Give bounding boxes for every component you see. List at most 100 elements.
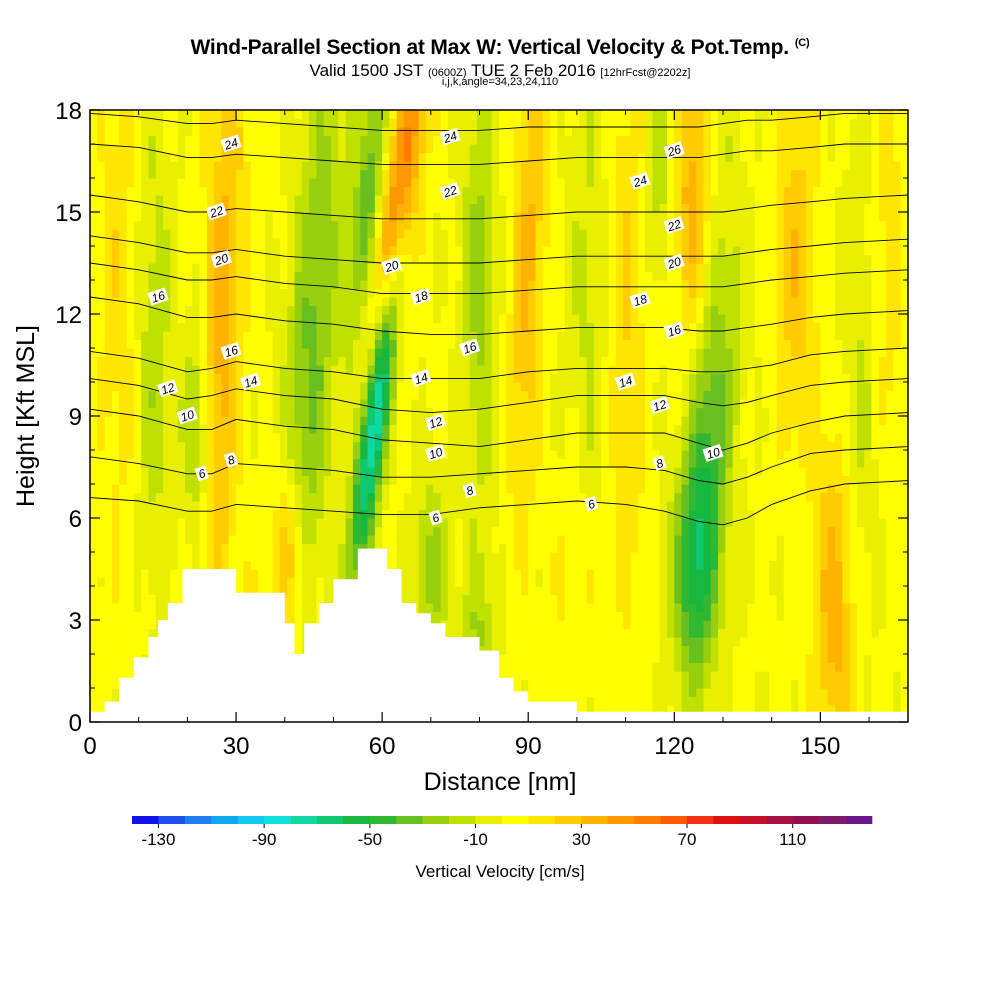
w-field-cell	[331, 373, 339, 383]
w-field-cell	[382, 424, 391, 434]
w-field-cell	[740, 373, 748, 383]
w-field-cell	[133, 416, 142, 426]
w-field-cell	[469, 543, 478, 553]
w-field-cell	[820, 611, 829, 621]
w-field-cell	[404, 484, 412, 494]
w-field-cell	[170, 373, 179, 383]
w-field-cell	[871, 441, 880, 451]
w-field-cell	[696, 356, 705, 366]
w-field-cell	[740, 416, 748, 426]
w-field-cell	[572, 688, 580, 698]
w-field-cell	[586, 654, 595, 664]
w-field-cell	[345, 560, 354, 570]
w-field-cell	[893, 611, 902, 621]
w-field-cell	[331, 399, 339, 409]
w-field-cell	[513, 339, 522, 349]
w-field-cell	[535, 662, 544, 672]
w-field-cell	[119, 484, 128, 494]
w-field-cell	[601, 348, 610, 358]
w-field-cell	[674, 475, 683, 485]
w-field-cell	[228, 484, 237, 494]
w-field-cell	[184, 356, 193, 366]
w-field-cell	[783, 399, 792, 409]
w-field-cell	[477, 399, 485, 409]
w-field-cell	[309, 365, 318, 375]
w-field-cell	[440, 484, 449, 494]
w-field-cell	[805, 416, 814, 426]
w-field-cell	[396, 458, 405, 468]
w-field-cell	[637, 416, 646, 426]
w-field-cell	[111, 654, 120, 664]
w-field-cell	[104, 603, 113, 613]
w-field-cell	[360, 399, 369, 409]
w-field-cell	[864, 492, 873, 502]
w-field-cell	[163, 611, 171, 621]
w-field-cell	[206, 492, 215, 502]
w-field-cell	[301, 339, 310, 349]
w-field-cell	[871, 671, 880, 681]
w-field-cell	[769, 484, 778, 494]
w-field-cell	[864, 441, 873, 451]
w-field-cell	[572, 671, 580, 681]
w-field-cell	[411, 518, 420, 528]
w-field-cell	[104, 416, 113, 426]
w-field-cell	[732, 696, 741, 706]
w-field-cell	[732, 628, 741, 638]
w-field-cell	[206, 475, 215, 485]
w-field-cell	[740, 654, 748, 664]
w-field-cell	[725, 611, 734, 621]
w-field-cell	[141, 433, 150, 443]
w-field-cell	[645, 356, 653, 366]
w-field-cell	[469, 594, 478, 604]
w-field-cell	[199, 441, 208, 451]
w-field-cell	[104, 688, 113, 698]
w-field-cell	[345, 365, 354, 375]
w-field-cell	[579, 560, 588, 570]
w-field-cell	[111, 628, 120, 638]
w-field-cell	[593, 671, 602, 681]
w-field-cell	[871, 407, 880, 417]
w-field-cell	[126, 645, 135, 655]
w-field-cell	[681, 390, 690, 400]
w-field-cell	[294, 628, 303, 638]
w-field-cell	[111, 416, 120, 426]
w-field-cell	[718, 688, 727, 698]
w-field-cell	[520, 552, 529, 562]
w-field-cell	[623, 526, 632, 536]
w-field-cell	[447, 501, 456, 511]
w-field-cell	[389, 501, 398, 511]
w-field-cell	[564, 645, 573, 655]
w-field-cell	[250, 484, 259, 494]
w-field-cell	[798, 569, 807, 579]
w-field-cell	[710, 424, 719, 434]
w-field-cell	[791, 407, 800, 417]
w-field-cell	[630, 407, 639, 417]
w-field-cell	[834, 594, 843, 604]
w-field-cell	[725, 603, 734, 613]
w-field-cell	[418, 569, 427, 579]
w-field-cell	[630, 552, 639, 562]
w-field-cell	[769, 645, 778, 655]
w-field-cell	[827, 535, 836, 545]
w-field-cell	[499, 654, 507, 664]
w-field-cell	[301, 526, 310, 536]
w-field-cell	[265, 543, 274, 553]
w-field-cell	[126, 416, 135, 426]
w-field-cell	[696, 416, 705, 426]
w-field-cell	[272, 390, 281, 400]
w-field-cell	[141, 577, 150, 587]
w-field-cell	[477, 518, 485, 528]
w-field-cell	[886, 679, 894, 689]
w-field-cell	[287, 450, 296, 460]
w-field-cell	[170, 365, 179, 375]
w-field-cell	[761, 424, 770, 434]
w-field-cell	[90, 628, 98, 638]
w-field-cell	[206, 441, 215, 451]
w-field-cell	[747, 560, 756, 570]
w-field-cell	[520, 518, 529, 528]
w-field-cell	[506, 645, 515, 655]
w-field-cell	[871, 688, 880, 698]
w-field-cell	[842, 399, 851, 409]
w-field-cell	[557, 424, 566, 434]
w-field-cell	[586, 373, 595, 383]
